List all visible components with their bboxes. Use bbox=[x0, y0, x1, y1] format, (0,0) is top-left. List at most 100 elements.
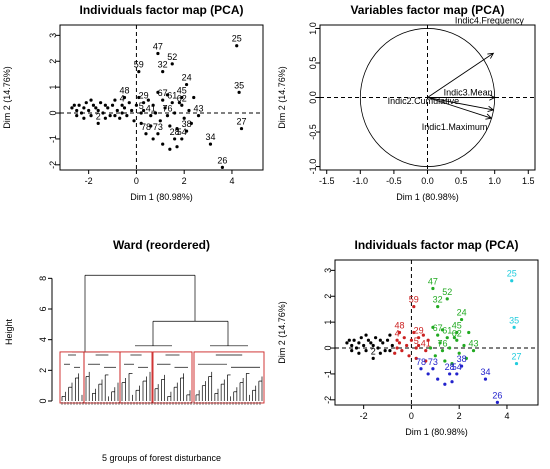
y-tick-label: -1 bbox=[48, 135, 58, 143]
data-point bbox=[187, 108, 191, 113]
point-label: 29 bbox=[414, 326, 424, 336]
point-label: 43 bbox=[469, 339, 479, 349]
variable-label: Indic3.Mean bbox=[444, 88, 493, 98]
data-point bbox=[115, 108, 119, 113]
data-point bbox=[106, 106, 110, 110]
point-label: 26 bbox=[492, 390, 502, 400]
data-point bbox=[452, 336, 457, 340]
point-label: 25 bbox=[232, 34, 242, 44]
point-label: 54 bbox=[177, 127, 187, 137]
data-point bbox=[139, 111, 143, 115]
data-point bbox=[402, 336, 406, 340]
data-point bbox=[364, 349, 368, 353]
data-point bbox=[352, 338, 356, 342]
data-point bbox=[369, 341, 373, 345]
data-point bbox=[173, 111, 177, 115]
data-point bbox=[378, 351, 382, 355]
data-point bbox=[471, 349, 476, 353]
x-axis-label: Dim 1 (80.98%) bbox=[405, 427, 468, 437]
point-label: 2 bbox=[371, 346, 376, 356]
data-point bbox=[103, 116, 107, 120]
data-point bbox=[448, 372, 452, 376]
point-label: 45 bbox=[452, 321, 462, 331]
point-label: 32 bbox=[433, 295, 443, 305]
data-point bbox=[383, 349, 387, 353]
y-tick-label: 0.5 bbox=[308, 57, 318, 70]
data-point bbox=[163, 106, 167, 110]
data-point bbox=[426, 338, 430, 342]
data-point bbox=[354, 346, 359, 350]
data-point bbox=[467, 330, 471, 335]
point-label: 67 bbox=[158, 88, 168, 98]
point-label: 35 bbox=[234, 80, 244, 90]
y-tick-label: 8 bbox=[38, 276, 48, 281]
data-point bbox=[89, 98, 93, 102]
data-point bbox=[151, 137, 155, 141]
point-label: 47 bbox=[428, 276, 438, 286]
data-point bbox=[414, 346, 418, 350]
chart-title: Individuals factor map (PCA) bbox=[79, 3, 243, 17]
data-point bbox=[359, 336, 363, 340]
data-point bbox=[180, 103, 184, 107]
data-point bbox=[436, 305, 440, 309]
data-point bbox=[345, 341, 349, 345]
data-point bbox=[455, 338, 459, 342]
x-tick-label: 1.0 bbox=[488, 176, 501, 186]
data-point bbox=[175, 145, 179, 149]
data-point bbox=[165, 114, 170, 118]
data-point bbox=[455, 330, 459, 335]
data-point bbox=[412, 330, 416, 335]
x-tick-label: 0.0 bbox=[421, 176, 434, 186]
data-point bbox=[94, 106, 98, 110]
y-tick-label: 0 bbox=[48, 111, 58, 116]
y-tick-label: 3 bbox=[323, 268, 333, 273]
data-point bbox=[374, 336, 378, 340]
panel-pca-clusters: Individuals factor map (PCA) -2 0 2 4 -2 -1 0 1 2… bbox=[275, 235, 550, 469]
data-point bbox=[364, 333, 368, 337]
data-point bbox=[405, 343, 409, 348]
data-point bbox=[414, 356, 418, 360]
data-point bbox=[146, 98, 150, 102]
data-point bbox=[120, 103, 124, 107]
data-point bbox=[151, 103, 155, 107]
point-label: 67 bbox=[433, 323, 443, 333]
cluster-box bbox=[152, 351, 193, 404]
data-point bbox=[72, 103, 76, 107]
point-label: 61 bbox=[167, 91, 177, 101]
data-point bbox=[357, 341, 361, 345]
data-point bbox=[75, 114, 79, 118]
data-point bbox=[457, 351, 461, 355]
point-label: 34 bbox=[205, 132, 215, 142]
data-point bbox=[448, 346, 452, 350]
point-label: 2 bbox=[96, 111, 101, 121]
data-point bbox=[113, 114, 117, 118]
data-point bbox=[450, 361, 454, 366]
data-point bbox=[79, 111, 84, 115]
plot-frame bbox=[334, 259, 539, 406]
data-point bbox=[412, 305, 416, 309]
y-tick-label: 2 bbox=[48, 59, 58, 64]
y-tick-label: 0 bbox=[38, 398, 48, 403]
point-label: 45 bbox=[177, 86, 187, 96]
data-point bbox=[393, 351, 397, 355]
data-point bbox=[192, 95, 196, 100]
point-label: 5 bbox=[414, 336, 419, 346]
data-point bbox=[431, 325, 435, 329]
data-point bbox=[149, 114, 153, 118]
data-point bbox=[436, 377, 440, 381]
data-point bbox=[158, 119, 162, 123]
data-point bbox=[350, 349, 354, 353]
data-point bbox=[395, 346, 399, 350]
point-label: 28 bbox=[170, 127, 180, 137]
x-tick-label: -1.5 bbox=[319, 176, 335, 186]
data-point bbox=[99, 101, 103, 105]
variable-arrow bbox=[427, 52, 494, 98]
y-axis-label: Height bbox=[4, 318, 14, 345]
data-point bbox=[70, 106, 74, 110]
data-point bbox=[137, 95, 141, 100]
point-label: 32 bbox=[158, 60, 168, 70]
y-tick-label: 1.0 bbox=[308, 22, 318, 35]
data-point bbox=[130, 108, 134, 113]
point-label: 76 bbox=[162, 104, 172, 114]
